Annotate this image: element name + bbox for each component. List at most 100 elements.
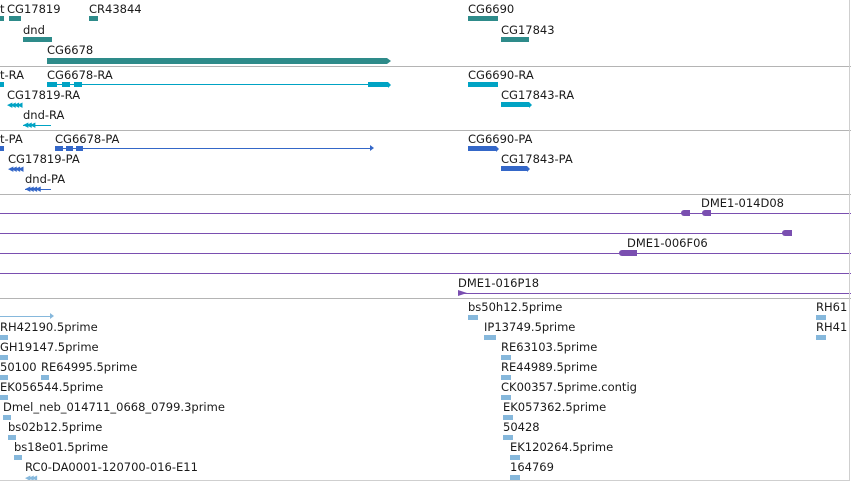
est-bar-rh42190[interactable] xyxy=(0,335,8,340)
gene-bar-dnd[interactable] xyxy=(23,37,52,42)
transcript-arrows-dnd: ◀◀ ◀ xyxy=(23,121,35,129)
bac-label-dme1-006f06[interactable]: DME1-006F06 xyxy=(627,236,708,250)
est-bar-bs02b12[interactable] xyxy=(8,435,16,440)
transcript-exon-cg6678-3[interactable] xyxy=(74,82,82,87)
est-bar-re64995[interactable] xyxy=(41,375,49,380)
track-separator xyxy=(0,194,851,195)
bac-label-dme1-016p18[interactable]: DME1-016P18 xyxy=(458,276,540,290)
est-label-rh41[interactable]: RH41 xyxy=(816,320,848,334)
est-label-gh19147[interactable]: GH19147.5prime xyxy=(0,340,99,354)
protein-label-cg17819[interactable]: CG17819-PA xyxy=(8,152,80,166)
est-label-bs18e01[interactable]: bs18e01.5prime xyxy=(14,440,109,454)
est-label-bs50h12[interactable]: bs50h12.5prime xyxy=(468,300,563,314)
gene-label-cg17819[interactable]: CG17819 xyxy=(7,2,61,16)
transcript-intron-cg6678 xyxy=(47,84,387,85)
est-label-ek057362[interactable]: EK057362.5prime xyxy=(503,400,607,414)
est-label-re63103[interactable]: RE63103.5prime xyxy=(501,340,598,354)
est-bar-rh41[interactable] xyxy=(816,335,826,340)
transcript-label-cg6678[interactable]: CG6678-RA xyxy=(47,68,113,82)
protein-bar-cg17843[interactable] xyxy=(501,166,527,171)
protein-label-cg6678[interactable]: CG6678-PA xyxy=(55,132,120,146)
est-label-50428[interactable]: 50428 xyxy=(503,420,540,434)
bac-marker-5 xyxy=(458,290,467,296)
bac-marker-2 xyxy=(782,230,792,236)
est-arrows-rc0-da0001: ◀◀◀ xyxy=(25,474,37,482)
protein-intron-cg6678 xyxy=(55,148,371,149)
bac-line-1[interactable] xyxy=(0,213,851,214)
transcript-label-cg6690[interactable]: CG6690-RA xyxy=(468,68,534,82)
transcript-bar-cg17843[interactable] xyxy=(501,102,529,107)
gene-bar-cg17843[interactable] xyxy=(501,37,529,42)
est-label-rc0-da0001[interactable]: RC0-DA0001-120700-016-E11 xyxy=(25,460,198,474)
protein-exon-cg6678-2[interactable] xyxy=(66,146,73,151)
est-bar-re44989[interactable] xyxy=(501,375,511,380)
track-separator xyxy=(0,66,851,67)
transcript-label-cg17843[interactable]: CG17843-RA xyxy=(501,88,575,102)
protein-label-t[interactable]: t-PA xyxy=(0,132,23,146)
est-bar-re63103[interactable] xyxy=(501,355,511,360)
est-bar-ip13749[interactable] xyxy=(484,335,496,340)
protein-arrow-cg17843 xyxy=(527,166,530,172)
est-bar-50100[interactable] xyxy=(0,375,8,380)
protein-bar-cg6690[interactable] xyxy=(468,146,496,151)
transcript-exon-cg6678-4[interactable] xyxy=(368,82,388,87)
protein-exon-cg6678-3[interactable] xyxy=(76,146,83,151)
est-bar-ck00357[interactable] xyxy=(501,395,511,400)
gene-bar-cg6690[interactable] xyxy=(468,16,498,21)
est-label-ek056544[interactable]: EK056544.5prime xyxy=(0,380,104,394)
transcript-label-cg17819[interactable]: CG17819-RA xyxy=(7,88,81,102)
est-label-rh61[interactable]: RH61 xyxy=(816,300,848,314)
track-separator xyxy=(0,130,851,131)
bac-line-3[interactable] xyxy=(0,253,851,254)
gene-bar-cr43844[interactable] xyxy=(89,16,98,21)
transcript-exon-cg6678-2[interactable] xyxy=(62,82,70,87)
est-bar-ek056544[interactable] xyxy=(0,395,8,400)
gene-label-cg6678[interactable]: CG6678 xyxy=(47,43,94,57)
est-bar-164769[interactable] xyxy=(510,475,520,480)
transcript-bar-t[interactable] xyxy=(0,82,4,87)
bac-line-4[interactable] xyxy=(0,273,851,274)
transcript-bar-cg6690[interactable] xyxy=(468,82,498,87)
est-bar-dmel-neb[interactable] xyxy=(3,415,11,420)
protein-label-dnd[interactable]: dnd-PA xyxy=(25,172,66,186)
gene-bar-cg6678[interactable] xyxy=(47,58,387,64)
est-label-50100[interactable]: 50100 xyxy=(0,360,37,374)
gene-label-cg6690[interactable]: CG6690 xyxy=(468,2,515,16)
est-bar-ek120264[interactable] xyxy=(510,455,520,460)
transcript-label-t[interactable]: t-RA xyxy=(0,68,25,82)
protein-arrows-cg17819: ◀◀◀◀ xyxy=(8,165,23,173)
bac-line-5[interactable] xyxy=(458,293,851,294)
est-bar-bs18e01[interactable] xyxy=(14,455,22,460)
protein-arrow-cg6678 xyxy=(370,145,374,151)
est-label-164769[interactable]: 164769 xyxy=(510,460,554,474)
gene-label-cr43844[interactable]: CR43844 xyxy=(89,2,142,16)
est-label-ip13749[interactable]: IP13749.5prime xyxy=(484,320,576,334)
est-bar-ek057362[interactable] xyxy=(503,415,513,420)
est-label-ek120264[interactable]: EK120264.5prime xyxy=(510,440,614,454)
transcript-label-dnd[interactable]: dnd-RA xyxy=(23,108,65,122)
gene-bar-t[interactable] xyxy=(0,16,4,21)
est-label-bs02b12[interactable]: bs02b12.5prime xyxy=(8,420,103,434)
protein-label-cg6690[interactable]: CG6690-PA xyxy=(468,132,533,146)
est-bar-bs50h12[interactable] xyxy=(468,315,478,320)
est-label-re64995[interactable]: RE64995.5prime xyxy=(41,360,138,374)
bac-label-dme1-014d08[interactable]: DME1-014D08 xyxy=(701,196,784,210)
est-bar-50428[interactable] xyxy=(503,435,513,440)
est-label-dmel-neb[interactable]: Dmel_neb_014711_0668_0799.3prime xyxy=(3,400,225,414)
gene-label-cg17843[interactable]: CG17843 xyxy=(501,23,555,37)
est-label-rh42190[interactable]: RH42190.5prime xyxy=(0,320,98,334)
gene-bar-cg17819[interactable] xyxy=(9,16,21,21)
bac-line-2[interactable] xyxy=(0,233,792,234)
protein-bar-t[interactable] xyxy=(0,146,4,151)
protein-label-cg17843[interactable]: CG17843-PA xyxy=(501,152,573,166)
est-bar-rh61[interactable] xyxy=(816,315,826,320)
est-label-ck00357[interactable]: CK00357.5prime.contig xyxy=(501,380,637,394)
est-label-re44989[interactable]: RE44989.5prime xyxy=(501,360,598,374)
gene-label-t[interactable]: t xyxy=(0,2,5,16)
transcript-exon-cg6678-1[interactable] xyxy=(47,82,57,87)
gene-label-dnd[interactable]: dnd xyxy=(23,23,45,37)
bac-marker-3 xyxy=(619,250,637,256)
transcript-arrow-cg6678 xyxy=(388,82,391,88)
est-bar-gh19147[interactable] xyxy=(0,355,8,360)
protein-exon-cg6678-1[interactable] xyxy=(55,146,63,151)
